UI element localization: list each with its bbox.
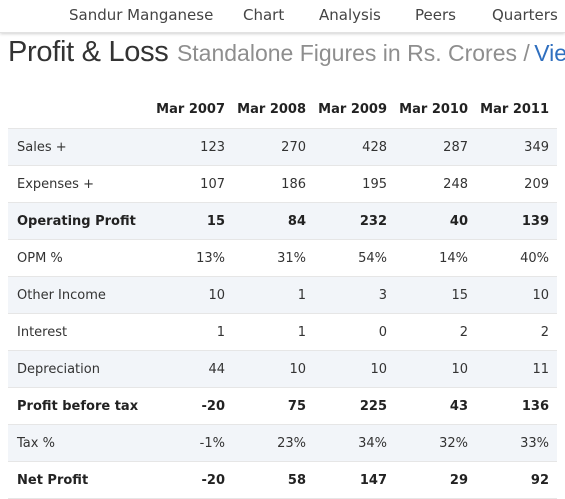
cell-value: 1 <box>233 313 314 351</box>
cell-value: 195 <box>314 165 395 203</box>
cell-value: 40% <box>476 239 557 277</box>
section-heading: Profit & Loss Standalone Figures in Rs. … <box>8 36 565 69</box>
row-label: Tax % <box>8 424 152 462</box>
cell-value: 10 <box>314 350 395 388</box>
cell-value: 10 <box>395 350 476 388</box>
nav-item-company[interactable]: Sandur Manganese <box>69 6 214 24</box>
cell-value: 33% <box>476 424 557 462</box>
cell-value: 54% <box>314 239 395 277</box>
cell-value: 2 <box>476 313 557 351</box>
table-header-row: Mar 2007 Mar 2008 Mar 2009 Mar 2010 Mar … <box>8 90 557 129</box>
cell-value: 428 <box>314 128 395 166</box>
cell-value: -20 <box>152 387 233 425</box>
top-navigation: Sandur Manganese Chart Analysis Peers Qu… <box>0 0 565 33</box>
row-label: Operating Profit <box>8 202 152 240</box>
nav-item-analysis[interactable]: Analysis <box>319 6 381 24</box>
cell-value: 23% <box>233 424 314 462</box>
cell-value: 44 <box>152 350 233 388</box>
cell-value: 209 <box>476 165 557 203</box>
table-row-opm: OPM % 13% 31% 54% 14% 40% <box>8 239 557 277</box>
row-label: Depreciation <box>8 350 152 388</box>
cell-value: 40 <box>395 202 476 240</box>
cell-value: 3 <box>314 276 395 314</box>
nav-item-chart[interactable]: Chart <box>243 6 285 24</box>
cell-value: 13% <box>152 239 233 277</box>
cell-value: 123 <box>152 128 233 166</box>
cell-value: 34% <box>314 424 395 462</box>
cell-value: 15 <box>152 202 233 240</box>
cell-value: 10 <box>233 350 314 388</box>
cell-value: 11 <box>476 350 557 388</box>
cell-value: 75 <box>233 387 314 425</box>
cell-value: 287 <box>395 128 476 166</box>
section-title: Profit & Loss <box>8 36 169 68</box>
profit-loss-table: Mar 2007 Mar 2008 Mar 2009 Mar 2010 Mar … <box>8 90 557 499</box>
nav-item-quarters[interactable]: Quarters <box>492 6 558 24</box>
cell-value: 186 <box>233 165 314 203</box>
cell-value: 32% <box>395 424 476 462</box>
cell-value: 136 <box>476 387 557 425</box>
cell-value: 225 <box>314 387 395 425</box>
cell-value: 43 <box>395 387 476 425</box>
cell-value: 270 <box>233 128 314 166</box>
table-row-sales[interactable]: Sales + 123 270 428 287 349 <box>8 128 557 166</box>
row-label: OPM % <box>8 239 152 277</box>
row-label[interactable]: Sales + <box>8 128 152 166</box>
table-row-expenses[interactable]: Expenses + 107 186 195 248 209 <box>8 165 557 203</box>
table-row-tax: Tax % -1% 23% 34% 32% 33% <box>8 424 557 462</box>
cell-value: 14% <box>395 239 476 277</box>
row-label: Other Income <box>8 276 152 314</box>
cell-value: 1 <box>233 276 314 314</box>
row-label[interactable]: Expenses + <box>8 165 152 203</box>
cell-value: 349 <box>476 128 557 166</box>
cell-value: 107 <box>152 165 233 203</box>
column-header: Mar 2008 <box>237 101 306 117</box>
row-label: Profit before tax <box>8 387 152 425</box>
cell-value: 10 <box>152 276 233 314</box>
column-header: Mar 2010 <box>399 101 468 117</box>
cell-value: 232 <box>314 202 395 240</box>
cell-value: 84 <box>233 202 314 240</box>
header-label-cell <box>8 90 152 129</box>
cell-value: 15 <box>395 276 476 314</box>
column-header: Mar 2009 <box>318 101 387 117</box>
table-row-interest: Interest 1 1 0 2 2 <box>8 313 557 351</box>
nav-item-peers[interactable]: Peers <box>415 6 456 24</box>
view-link[interactable]: View <box>534 40 565 66</box>
row-label: Interest <box>8 313 152 351</box>
cell-value: 31% <box>233 239 314 277</box>
cell-value: 1 <box>152 313 233 351</box>
table-row-depreciation: Depreciation 44 10 10 10 11 <box>8 350 557 388</box>
column-header: Mar 2011 <box>480 101 549 117</box>
cell-value: -1% <box>152 424 233 462</box>
cell-value: 2 <box>395 313 476 351</box>
cell-value: 248 <box>395 165 476 203</box>
table-row-operating-profit: Operating Profit 15 84 232 40 139 <box>8 202 557 240</box>
table-row-profit-before-tax: Profit before tax -20 75 225 43 136 <box>8 387 557 425</box>
table-row-other-income: Other Income 10 1 3 15 10 <box>8 276 557 314</box>
cell-value: 139 <box>476 202 557 240</box>
section-subtitle: Standalone Figures in Rs. Crores / <box>176 40 530 66</box>
column-header: Mar 2007 <box>156 101 225 117</box>
cell-value: 0 <box>314 313 395 351</box>
cell-value: 10 <box>476 276 557 314</box>
